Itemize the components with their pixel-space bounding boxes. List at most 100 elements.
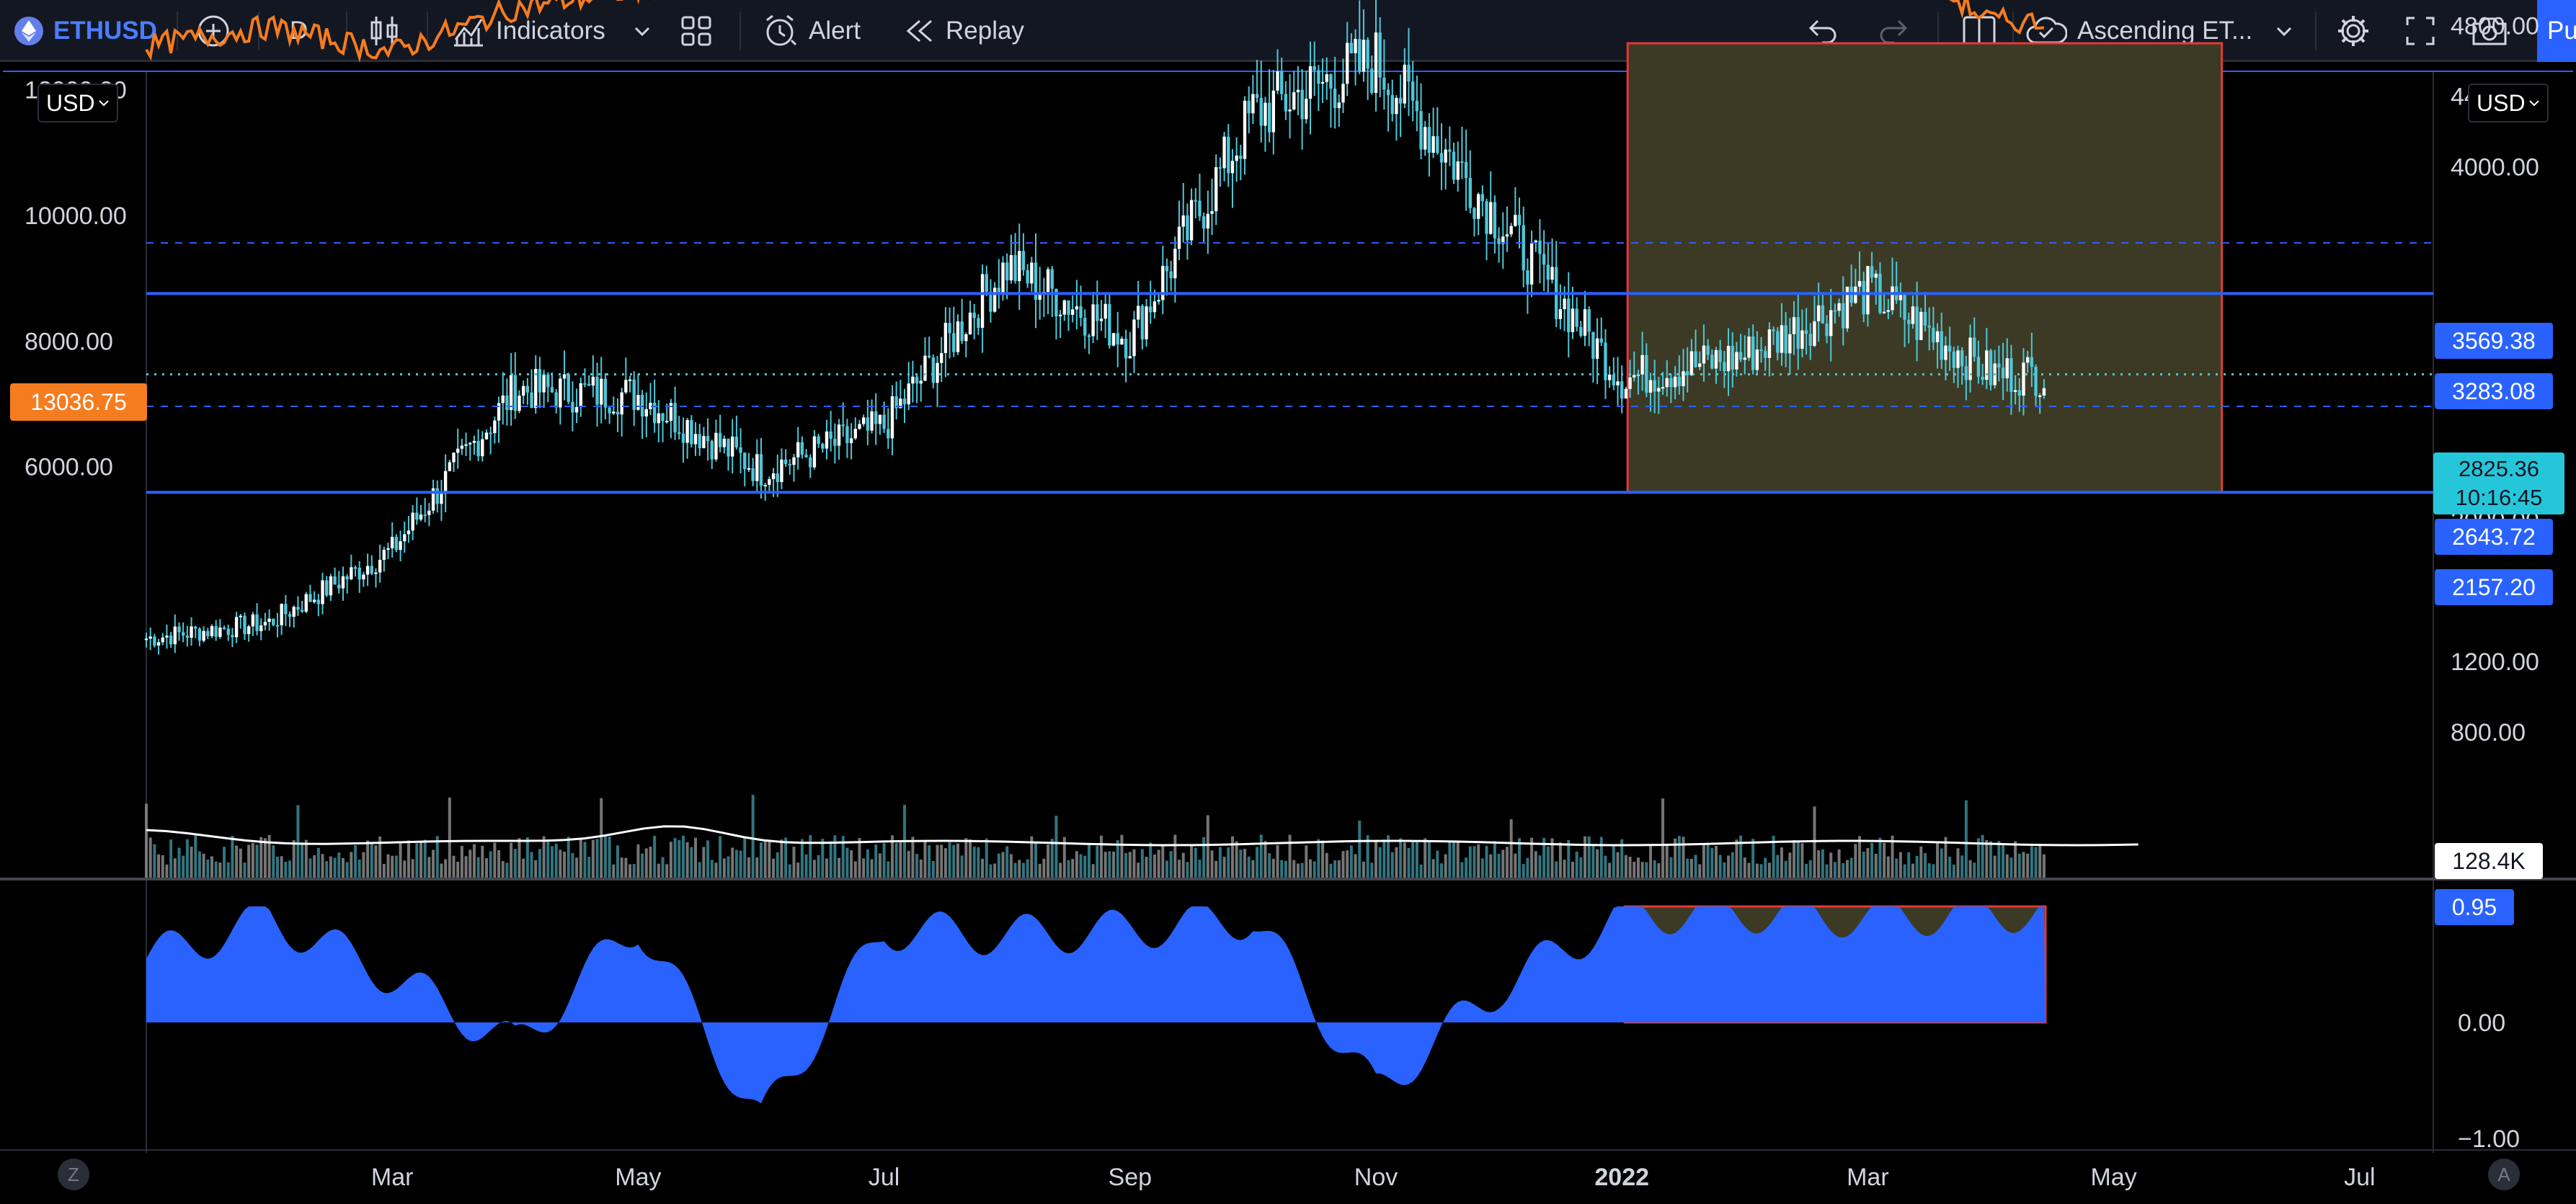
volume-bar — [760, 842, 763, 878]
volume-bar — [2009, 857, 2013, 878]
oscillator-value-label: 0.95 — [2451, 893, 2497, 920]
candle-body — [780, 459, 783, 483]
alert-button[interactable]: Alert — [763, 0, 861, 62]
candle-body — [1087, 335, 1091, 337]
candle-body — [866, 417, 870, 431]
candle-body — [1976, 357, 1981, 377]
candle-body — [1665, 378, 1669, 388]
candle-body — [2030, 357, 2034, 367]
candle-body — [1021, 251, 1026, 270]
candle-body — [1891, 286, 1894, 311]
candle-body — [948, 323, 951, 334]
volume-bar — [575, 857, 579, 878]
candle-body — [1358, 39, 1362, 72]
auto-scale-button[interactable]: A — [2488, 1159, 2520, 1190]
indicators-dropdown-button[interactable] — [633, 0, 652, 62]
volume-bar — [1439, 863, 1443, 878]
publish-button[interactable]: Pu — [2537, 0, 2576, 62]
candle-body — [1013, 255, 1017, 282]
volume-bar — [1399, 838, 1403, 878]
timezone-button[interactable]: Z — [58, 1159, 89, 1190]
volume-bar — [1718, 855, 1722, 878]
volume-bar — [997, 853, 1000, 878]
right-currency-button[interactable]: USD — [2468, 84, 2549, 122]
candle-body — [1222, 136, 1226, 169]
candle-body — [374, 572, 378, 574]
volume-bar — [325, 861, 329, 878]
volume-bar — [1456, 842, 1460, 878]
settings-button[interactable] — [2335, 0, 2371, 62]
highlight-range-box[interactable] — [1626, 42, 2224, 494]
candle-body — [837, 424, 841, 446]
candle-body — [1706, 345, 1710, 355]
candle-body — [513, 375, 517, 411]
candle-body — [1731, 346, 1734, 370]
symbol-button[interactable]: ETHUSD — [14, 0, 157, 62]
candle-body — [1181, 215, 1185, 227]
candle-body — [1710, 354, 1714, 369]
candle-body — [743, 452, 747, 470]
volume-bar — [1259, 834, 1263, 878]
candle-body — [173, 626, 177, 645]
candle-body — [484, 432, 489, 440]
candle-body — [1702, 345, 1706, 364]
candle-body — [890, 396, 894, 439]
volume-bar — [1518, 838, 1522, 878]
candle-body — [218, 627, 222, 637]
volume-bar — [231, 835, 234, 878]
saved-layout-button[interactable]: Ascending ET... — [2025, 0, 2252, 62]
comparison-price-tag: 13036.75 — [10, 383, 147, 421]
replay-button[interactable]: Replay — [904, 0, 1024, 62]
volume-bar — [1710, 847, 1714, 878]
candle-body — [1096, 304, 1099, 321]
volume-bar — [595, 839, 599, 878]
divider — [427, 12, 428, 50]
candle-body — [185, 636, 190, 638]
left-currency-label: USD — [46, 89, 95, 116]
volume-bar — [1427, 840, 1431, 878]
volume-bar — [1271, 858, 1275, 878]
volume-bar — [911, 837, 915, 878]
left-currency-button[interactable]: USD — [37, 84, 118, 122]
candle-body — [1308, 66, 1313, 99]
candle-body — [603, 378, 608, 408]
candle-body — [960, 321, 964, 342]
templates-button[interactable] — [680, 0, 712, 62]
right-axis-tick: 4800.00 — [2451, 13, 2539, 40]
volume-bar — [1788, 852, 1792, 878]
volume-bar — [1477, 844, 1480, 878]
candle-body — [1132, 319, 1136, 357]
volume-bar — [1079, 854, 1083, 878]
candle-body — [1915, 306, 1919, 340]
candle-body — [415, 512, 419, 520]
candle-body — [562, 374, 567, 379]
candle-body — [1640, 354, 1644, 375]
candle-body — [833, 438, 837, 446]
volume-bar — [1579, 857, 1583, 878]
candlestick-icon — [370, 17, 398, 45]
candle-body — [1517, 215, 1522, 226]
fullscreen-button[interactable] — [2404, 0, 2436, 62]
chart-type-button[interactable] — [369, 0, 401, 62]
candle-body — [267, 618, 271, 623]
volume-bar — [1924, 853, 1927, 878]
volume-bar — [1132, 849, 1136, 878]
screenshot-button[interactable] — [2471, 0, 2508, 62]
volume-bar — [657, 863, 660, 878]
volume-bar — [878, 853, 881, 878]
top-toolbar: ETHUSD D Indicators Alert Replay — [0, 0, 2576, 62]
candle-body — [239, 615, 242, 617]
candle-body — [251, 614, 255, 627]
candle-body — [357, 567, 361, 580]
volume-bar — [1649, 845, 1653, 878]
volume-bar — [275, 856, 279, 878]
volume-bar — [1915, 855, 1919, 878]
volume-bar — [534, 860, 538, 878]
candle-body — [1070, 309, 1075, 315]
candle-body — [419, 514, 423, 520]
layout-dropdown-button[interactable] — [2275, 0, 2293, 62]
candle-body — [1390, 95, 1394, 115]
candle-body — [1718, 349, 1722, 362]
alarm-clock-icon — [766, 14, 797, 46]
